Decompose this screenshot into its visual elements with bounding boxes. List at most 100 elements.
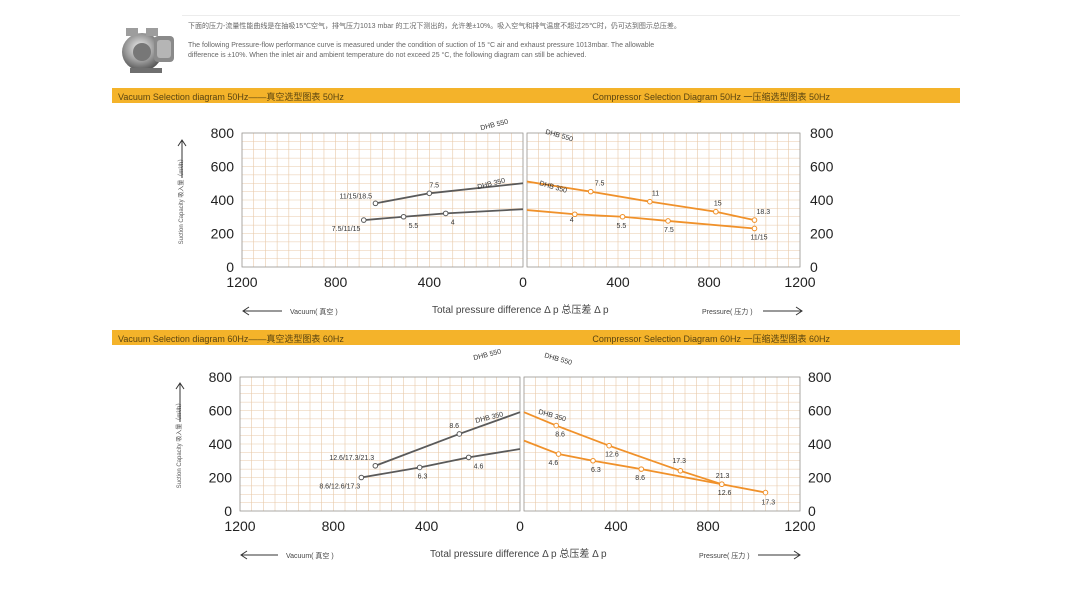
data-point: [555, 451, 562, 457]
y-tick-label-left: 800: [209, 369, 233, 385]
chart-50hz: 0 0 200 200 400 400 600 600 800 800 1200 800 400 0 400…: [177, 119, 834, 316]
data-point: [553, 422, 560, 429]
y-tick-label-right: 600: [810, 159, 834, 175]
point-label: 8.6: [555, 432, 565, 439]
blower-product-image: [112, 22, 180, 76]
point-label: 8.6: [635, 475, 645, 482]
x-tick-label-vacuum: 1200: [226, 274, 257, 290]
data-point: [751, 225, 758, 232]
point-label: 6.3: [418, 473, 428, 480]
y-axis-label: Suction Capacity 吸入量（m³/h）: [178, 156, 185, 245]
data-point: [751, 217, 758, 223]
band-title-compressor-50hz: Compressor Selection Diagram 50Hz 一压缩选型图…: [592, 92, 830, 102]
point-label: 11/15: [751, 234, 768, 241]
compressor-series-dhb-550: 8.6 12.6 17.3 21.3 DHB 550: [523, 352, 730, 488]
point-label: 12.6: [605, 452, 619, 459]
vacuum-series-dhb-550: 11/15/18.5 7.5 DHB 550: [339, 119, 524, 207]
data-point: [372, 462, 379, 469]
series-line: [363, 208, 524, 221]
point-label: 5.5: [617, 223, 627, 230]
x-tick-label-vacuum: 1200: [224, 518, 255, 534]
up-arrow-icon: [175, 382, 185, 390]
y-tick-label-right: 200: [808, 470, 832, 486]
series-name: DHB 550: [473, 348, 502, 362]
point-label: 8.6: [449, 423, 459, 430]
grid: [239, 376, 801, 512]
series-name: DHB 350: [537, 409, 566, 424]
data-point: [762, 489, 769, 496]
point-label: 4: [570, 217, 574, 224]
data-point: [677, 468, 684, 474]
section-band-50hz: Vacuum Selection diagram 50Hz——真空选型图表 50…: [112, 88, 960, 103]
point-label: 11/15/18.5: [339, 193, 372, 200]
intro-text-english-line1: The following Pressure-flow performance …: [188, 42, 655, 49]
right-arrow-icon: [795, 306, 803, 316]
chart-60hz: 0 0 200 200 400 400 600 600 800 800 1200 800 400 0 400…: [175, 348, 832, 560]
y-tick-label-left: 600: [209, 403, 233, 419]
x-tick-label-vacuum: 800: [324, 274, 348, 290]
plot-frame-compressor: [526, 132, 801, 268]
data-point: [619, 213, 626, 220]
series-line: [523, 439, 766, 494]
data-point: [426, 190, 433, 197]
band-title-vacuum-60hz: Vacuum Selection diagram 60Hz——真空选型图表 60…: [118, 334, 344, 344]
data-point: [456, 431, 463, 437]
x-axis-title: Total pressure difference Δ p 总压差 Δ p: [432, 303, 609, 316]
up-arrow-icon: [177, 139, 187, 147]
point-label: 4.6: [474, 463, 484, 470]
point-label: 6.3: [591, 467, 601, 474]
series-line: [375, 411, 521, 467]
series-line: [375, 182, 524, 205]
series-name: DHB 550: [543, 352, 572, 367]
y-tick-label-right: 0: [810, 259, 818, 275]
series-name: DHB 350: [538, 180, 567, 195]
y-tick-label-left: 200: [209, 470, 233, 486]
x-tick-label-pressure: 400: [604, 518, 628, 534]
y-tick-label-left: 0: [224, 503, 232, 519]
plot-frame-compressor: [523, 376, 801, 512]
y-tick-label-right: 800: [808, 369, 832, 385]
data-point: [465, 454, 472, 461]
y-tick-label-left: 200: [211, 226, 235, 242]
point-label: 7.5/11/15: [332, 226, 361, 233]
compressor-series-dhb-350: 4.6 6.3 8.6 12.6 17.3 DHB 350: [523, 409, 775, 507]
point-label: 7.5: [595, 181, 605, 188]
vacuum-axis-label: Vacuum( 真空 ): [286, 551, 334, 560]
data-point: [358, 474, 365, 481]
y-tick-label-left: 800: [211, 125, 235, 141]
plot-frame-vacuum: [241, 132, 524, 268]
data-point: [442, 210, 449, 217]
y-tick-label-left: 0: [226, 259, 234, 275]
data-point: [647, 198, 653, 205]
x-tick-label-pressure: 1200: [784, 518, 815, 534]
left-arrow-icon: [240, 550, 248, 560]
data-point: [606, 442, 612, 449]
y-axis-label: Suction Capacity 吸入量（m³/h）: [176, 400, 183, 489]
plot-frame-vacuum: [239, 376, 521, 512]
series-line: [523, 411, 723, 486]
point-label: 4: [451, 219, 455, 226]
y-tick-label-right: 400: [808, 436, 832, 452]
y-tick-label-right: 400: [810, 192, 834, 208]
data-point: [713, 208, 719, 215]
pressure-axis-label: Pressure( 压力 ): [702, 307, 753, 316]
vacuum-axis-label: Vacuum( 真空 ): [290, 307, 338, 316]
point-label: 12.6/17.3/21.3: [329, 455, 374, 462]
data-point: [719, 481, 725, 488]
data-point: [638, 466, 645, 472]
x-tick-label-pressure: 1200: [784, 274, 815, 290]
series-name: DHB 550: [480, 119, 509, 133]
data-point: [416, 464, 423, 471]
point-label: 21.3: [716, 473, 730, 480]
x-tick-label-pressure: 400: [606, 274, 630, 290]
data-point: [590, 457, 596, 464]
point-label: 12.6: [718, 490, 732, 497]
point-label: 4.6: [549, 460, 559, 467]
band-title-compressor-60hz: Compressor Selection Diagram 60Hz 一压缩选型图…: [592, 334, 830, 344]
x-tick-label-vacuum: 800: [322, 518, 346, 534]
intro-text-chinese: 下面的压力-流量性能曲线是在抽吸15℃空气，排气压力1013 mbar 的工况下…: [188, 23, 681, 30]
x-tick-label-vacuum: 400: [415, 518, 439, 534]
x-tick-label-vacuum: 0: [516, 518, 524, 534]
